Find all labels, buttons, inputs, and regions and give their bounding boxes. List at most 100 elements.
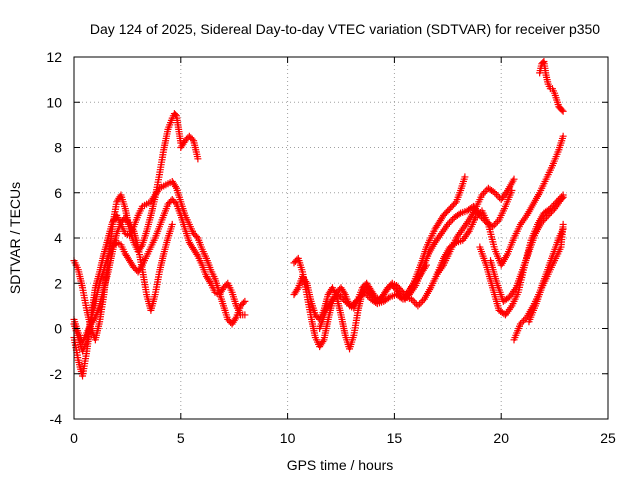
data-point [352, 297, 360, 305]
data-point [461, 173, 469, 181]
data-point [193, 250, 201, 258]
data-point [206, 278, 214, 286]
data-point [414, 302, 422, 310]
data-point [510, 175, 518, 183]
y-axis-label: SDTVAR / TECUs [7, 182, 23, 294]
data-point [538, 218, 546, 226]
series-track-8 [316, 186, 516, 332]
y-tick-label: -2 [50, 366, 63, 382]
series-track-14 [525, 220, 567, 326]
data-point [492, 190, 500, 198]
data-point [171, 183, 179, 191]
y-tick-label: 6 [54, 185, 62, 201]
series-track-15 [536, 58, 567, 115]
series-track-2 [177, 132, 202, 163]
data-point [445, 219, 453, 227]
data-point [364, 292, 372, 300]
axis-ticks [73, 56, 609, 420]
data-point [340, 289, 348, 297]
data-point [407, 295, 415, 303]
data-point [293, 285, 301, 293]
data-point [490, 221, 498, 229]
data-point [544, 211, 552, 219]
data-point [302, 278, 310, 286]
data-point [194, 155, 202, 163]
data-point [451, 240, 459, 248]
data-point [360, 288, 368, 296]
data-point [231, 315, 239, 323]
data-point [362, 290, 370, 298]
data-point [473, 212, 481, 220]
data-point [472, 214, 480, 222]
data-point [480, 189, 488, 197]
x-axis-label: GPS time / hours [287, 457, 394, 473]
data-points [70, 58, 567, 380]
data-point [348, 302, 356, 310]
data-point [558, 194, 566, 202]
y-tick-label: 0 [54, 321, 62, 337]
data-point [192, 232, 200, 240]
y-tick-label: 2 [54, 275, 62, 291]
data-point [444, 220, 452, 228]
data-point [349, 300, 357, 308]
data-point [539, 216, 547, 224]
data-point [415, 300, 423, 308]
y-tick-label: 8 [54, 140, 62, 156]
x-tick-label: 10 [280, 430, 296, 446]
data-point [518, 318, 526, 326]
data-point [447, 217, 455, 225]
data-point [419, 297, 427, 305]
series-track-12 [487, 193, 567, 305]
data-point [356, 293, 364, 301]
data-point [241, 311, 249, 319]
data-point [354, 295, 362, 303]
y-tick-label: 10 [46, 94, 62, 110]
data-point [351, 298, 359, 306]
x-tick-label: 5 [177, 430, 185, 446]
data-point [543, 213, 551, 221]
data-point [171, 199, 179, 207]
data-point [491, 189, 499, 197]
y-tick-label: 12 [46, 49, 62, 65]
data-point [559, 107, 567, 115]
data-point [335, 291, 343, 299]
x-tick-label: 25 [600, 430, 616, 446]
data-point [547, 208, 555, 216]
data-point [411, 298, 419, 306]
data-point [481, 188, 489, 196]
data-point [559, 193, 567, 201]
data-point [409, 297, 417, 305]
data-point [129, 226, 137, 234]
data-point [239, 299, 247, 307]
x-tick-label: 20 [493, 430, 509, 446]
data-point [451, 199, 459, 207]
data-point [188, 135, 196, 143]
data-point [168, 220, 176, 228]
data-point [336, 292, 344, 300]
data-point [516, 320, 524, 328]
series-track-10 [433, 132, 567, 278]
chart-title: Day 124 of 2025, Sidereal Day-to-day VTE… [90, 21, 600, 37]
data-point [171, 111, 179, 119]
data-point [338, 294, 346, 302]
y-tick-label: -4 [50, 411, 63, 427]
data-point [478, 191, 486, 199]
data-point [385, 294, 393, 302]
data-point [541, 215, 549, 223]
data-point [549, 206, 557, 214]
data-point [319, 338, 327, 346]
data-point [90, 315, 98, 323]
data-point [493, 218, 501, 226]
y-tick-labels: -4 -2 0 2 4 6 8 10 12 [46, 49, 62, 427]
data-point [455, 210, 463, 218]
x-tick-labels: 0 5 10 15 20 25 [70, 430, 616, 446]
x-tick-label: 0 [70, 430, 78, 446]
data-point [559, 220, 567, 228]
data-point [492, 219, 500, 227]
data-point [241, 297, 249, 305]
y-tick-label: 4 [54, 230, 62, 246]
data-point [417, 298, 425, 306]
series-track-4 [70, 196, 249, 380]
data-point [520, 317, 528, 325]
